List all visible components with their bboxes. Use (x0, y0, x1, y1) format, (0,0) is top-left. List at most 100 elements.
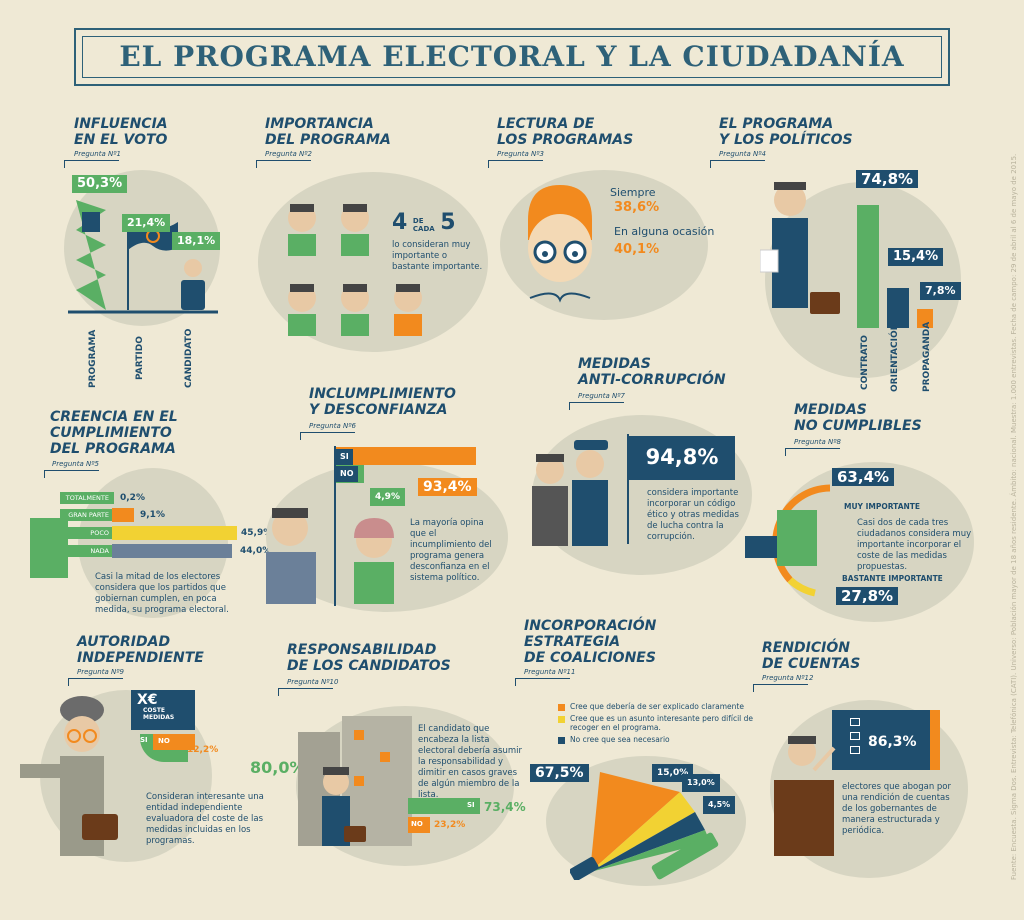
s1-value-programa: 50,3% (72, 175, 128, 193)
s6-question: Pregunta Nº6 (309, 422, 356, 430)
s10-illustration (298, 716, 412, 846)
s10-label-si: SI (467, 801, 475, 809)
s11-legend: Cree que debería de ser explicado claram… (558, 702, 758, 744)
s10-value-si: 73,4% (484, 800, 526, 814)
s6-bracket (300, 432, 355, 440)
building-icon (298, 716, 412, 846)
s5-row: POCO 45,9% (60, 524, 272, 542)
book-icon (529, 292, 591, 303)
s3-question: Pregunta Nº3 (497, 150, 544, 158)
s5-title-line1: CREENCIA EN EL (50, 409, 178, 425)
s6-label-no: NO (336, 466, 358, 482)
s1-title-line2: EN EL VOTO (74, 132, 168, 148)
s2-ratio-cada: CADA (412, 224, 435, 233)
s6-bar-si (336, 447, 476, 465)
s6-value-si: 93,4% (418, 478, 477, 496)
legend-label: Cree que debería de ser explicado claram… (570, 702, 744, 711)
s9-title-line1: AUTORIDAD (77, 634, 171, 650)
gauge-yellow (787, 577, 816, 597)
s7-text: considera importante incorporar un códig… (647, 488, 739, 542)
s2-ratio-de: DE (412, 216, 424, 225)
s5-bar-value: 44,0% (240, 546, 272, 556)
checkbox-icon (850, 718, 860, 726)
checkbox-icon (850, 732, 860, 740)
s4-value-contrato: 74,8% (856, 170, 919, 188)
s12-value: 86,3% (868, 734, 917, 750)
s7-bracket (569, 402, 624, 410)
s2-ratio: 4 DE CADA 5 (392, 210, 456, 235)
person-icon (288, 204, 316, 256)
legend-swatch (558, 704, 565, 711)
s8-label-2: BASTANTE IMPORTANTE (842, 574, 943, 583)
s1-label-candidato: CANDIDATO (184, 328, 194, 388)
s5-bar-value: 0,2% (120, 493, 145, 503)
s3-bracket (488, 160, 543, 168)
s6-flagpole (334, 446, 336, 606)
s5-bar-label: NADA (60, 545, 112, 557)
s10-bar-no (408, 817, 430, 833)
s7-value: 94,8% (629, 436, 735, 480)
briefcase-icon (810, 292, 840, 314)
s5-bar-label: TOTALMENTE (60, 492, 112, 504)
fan-slice-green (590, 830, 710, 872)
s6-title-line2: Y DESCONFIANZA (309, 402, 448, 418)
legend-item: Cree que debería de ser explicado claram… (558, 702, 758, 711)
legend-label: No cree que sea necesario (570, 735, 670, 744)
s11-value-1: 67,5% (530, 764, 589, 782)
s8-title-line2: NO CUMPLIBLES (794, 418, 922, 434)
s2-text: lo consideran muy importante o bastante … (392, 240, 483, 272)
s9-value-si: 80,0% (250, 758, 306, 777)
s1-question: Pregunta Nº1 (74, 150, 121, 158)
s12-title: RENDICIÓN DE CUENTAS (762, 640, 860, 672)
briefcase-icon (344, 826, 366, 842)
s7-question: Pregunta Nº7 (578, 392, 625, 400)
s12-board: 86,3% (832, 710, 940, 770)
s6-people (266, 508, 394, 604)
s9-text: Consideran interesante una entidad indep… (146, 792, 264, 846)
s7-arrest (532, 440, 608, 546)
s11-value-3: 13,0% (682, 774, 720, 792)
title-frame: EL PROGRAMA ELECTORAL Y LA CIUDADANÍA (74, 28, 950, 86)
s5-bar-value: 9,1% (140, 510, 165, 520)
woman-icon (354, 518, 394, 604)
s12-title-line1: RENDICIÓN (762, 640, 850, 656)
suspect-icon (532, 454, 568, 546)
s5-bar-label: POCO (60, 527, 112, 539)
s2-title-line1: IMPORTANCIA (265, 116, 374, 132)
s9-sign-currency: X€ (137, 692, 158, 708)
bar-contrato (857, 205, 879, 328)
s9-value-no: 12,2% (187, 745, 219, 755)
s5-bracket (44, 470, 99, 478)
s5-title-line3: DEL PROGRAMA (50, 441, 176, 457)
s9-bracket (68, 678, 123, 686)
s3-title: LECTURA DE LOS PROGRAMAS (497, 116, 633, 148)
person-icon (341, 284, 369, 336)
s12-speaker (774, 736, 836, 856)
s10-text: El candidato que encabeza la lista elect… (418, 724, 522, 800)
s1-title-line1: INFLUENCIA (74, 116, 168, 132)
s11-bracket (515, 678, 570, 686)
s5-row: TOTALMENTE 0,2% (60, 490, 272, 506)
legend-swatch (558, 737, 565, 744)
s1-value-candidato: 18,1% (172, 232, 221, 250)
s4-value-propaganda: 7,8% (920, 282, 961, 300)
police-icon (572, 440, 608, 546)
s4-title-line1: EL PROGRAMA (719, 116, 834, 132)
s10-title-line2: DE LOS CANDIDATOS (287, 658, 451, 674)
s8-title-line1: MEDIDAS (794, 402, 867, 418)
s3-label-a: Siempre (610, 186, 656, 199)
s4-title: EL PROGRAMA Y LOS POLÍTICOS (719, 116, 853, 148)
handshake-right-icon (651, 832, 719, 880)
s6-title: INCLUMPLIMIENTO Y DESCONFIANZA (309, 386, 456, 418)
s11-title: INCORPORACIÓN ESTRATEGIA DE COALICIONES (524, 618, 656, 666)
s7-title-line1: MEDIDAS (578, 356, 651, 372)
s7-flagpole (627, 434, 629, 544)
s5-title-line2: CUMPLIMIENTO (50, 425, 172, 441)
s1-label-partido: PARTIDO (135, 336, 145, 380)
s9-bar-no (153, 734, 195, 750)
s11-fan (570, 772, 719, 880)
s10-value-no: 23,2% (434, 820, 466, 830)
s8-label-1: MUY IMPORTANTE (844, 502, 921, 511)
s5-bar-value: 45,9% (241, 528, 273, 538)
s10-title: RESPONSABILIDAD DE LOS CANDIDATOS (287, 642, 451, 674)
